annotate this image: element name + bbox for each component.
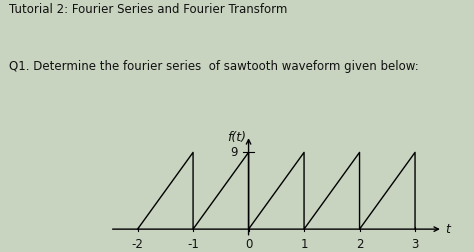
Text: 3: 3	[411, 238, 419, 251]
Text: 9: 9	[230, 146, 237, 159]
Text: Q1. Determine the fourier series  of sawtooth waveform given below:: Q1. Determine the fourier series of sawt…	[9, 60, 419, 74]
Text: -1: -1	[187, 238, 199, 251]
Text: -2: -2	[132, 238, 144, 251]
Text: 2: 2	[356, 238, 363, 251]
Text: 0: 0	[245, 238, 252, 251]
Text: f(t): f(t)	[227, 131, 246, 144]
Text: 1: 1	[301, 238, 308, 251]
Text: t: t	[446, 223, 450, 236]
Text: Tutorial 2: Fourier Series and Fourier Transform: Tutorial 2: Fourier Series and Fourier T…	[9, 3, 288, 16]
